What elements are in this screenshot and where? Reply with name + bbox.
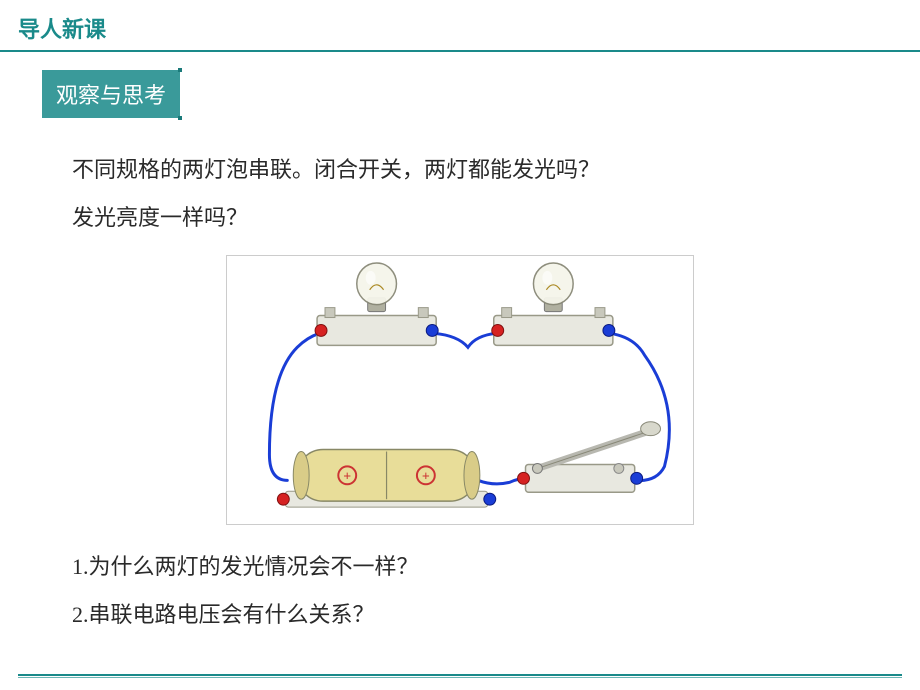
svg-text:+: + (422, 469, 430, 484)
intro-line-1: 不同规格的两灯泡串联。闭合开关，两灯都能发光吗？ (72, 146, 848, 194)
page-header: 导人新课 (0, 0, 920, 52)
svg-text:+: + (343, 469, 351, 484)
question-1: 1.为什么两灯的发光情况会不一样？ (72, 543, 848, 591)
page-title: 导人新课 (18, 17, 106, 42)
footer-divider (18, 674, 902, 676)
intro-text: 不同规格的两灯泡串联。闭合开关，两灯都能发光吗？ 发光亮度一样吗？ (72, 146, 848, 243)
intro-line-2: 发光亮度一样吗？ (72, 194, 848, 242)
questions: 1.为什么两灯的发光情况会不一样？ 2.串联电路电压会有什么关系？ (72, 543, 848, 640)
question-2: 2.串联电路电压会有什么关系？ (72, 591, 848, 639)
badge-text: 观察与思考 (56, 83, 166, 108)
main-content: 不同规格的两灯泡串联。闭合开关，两灯都能发光吗？ 发光亮度一样吗？ ++ 1.为… (0, 118, 920, 640)
diagram-container: ++ (72, 255, 848, 525)
section-badge: 观察与思考 (42, 70, 180, 118)
circuit-diagram: ++ (226, 255, 694, 525)
